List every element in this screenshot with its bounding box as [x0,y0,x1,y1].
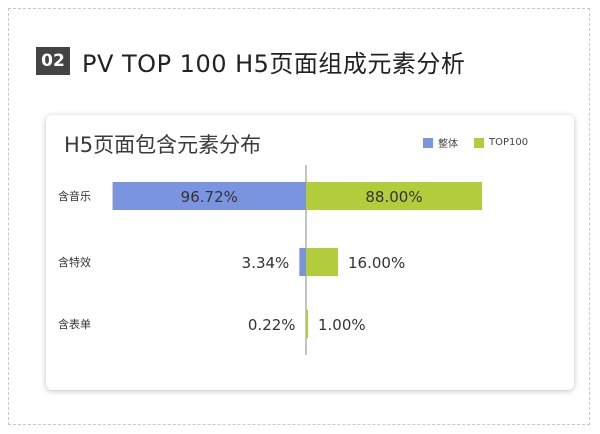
chart-card: H5页面包含元素分布 整体 TOP100 含音乐 96.72% 88.00% 含特效 3… [46,115,574,390]
category-label: 含特效 [58,255,91,269]
chart-title: H5页面包含元素分布 [64,133,262,157]
data-label-overall: 96.72% [181,188,238,206]
slide-title: PV TOP 100 H5页面组成元素分析 [82,49,466,78]
data-label-overall: 0.22% [248,316,296,334]
legend: 整体 TOP100 [423,135,544,150]
bar-top100 [306,182,482,210]
bar-overall [299,248,306,276]
legend-swatch-overall [423,137,433,148]
bar-overall [305,310,307,338]
category-label: 含音乐 [58,189,91,203]
legend-label-top100: TOP100 [489,137,529,148]
slide-header: 02 PV TOP 100 H5页面组成元素分析 [36,44,465,78]
data-label-top100: 16.00% [348,254,405,272]
data-label-overall: 3.34% [242,254,290,272]
bar-overall [112,182,306,210]
slide-frame [8,8,590,425]
data-label-top100: 88.00% [365,188,422,206]
section-number-badge: 02 [36,47,70,75]
data-label-top100: 1.00% [318,316,366,334]
legend-swatch-top100 [474,137,484,148]
legend-label-overall: 整体 [438,139,458,150]
bar-top100 [306,310,308,338]
legend-item-top100: TOP100 [474,137,528,148]
chart-plot: 含音乐 96.72% 88.00% 含特效 3.34% 16.00% 含表单 0.22% 1.0… [58,165,482,355]
category-label: 含表单 [58,317,91,331]
legend-item-overall: 整体 [423,135,458,150]
bar-top100 [306,248,338,276]
